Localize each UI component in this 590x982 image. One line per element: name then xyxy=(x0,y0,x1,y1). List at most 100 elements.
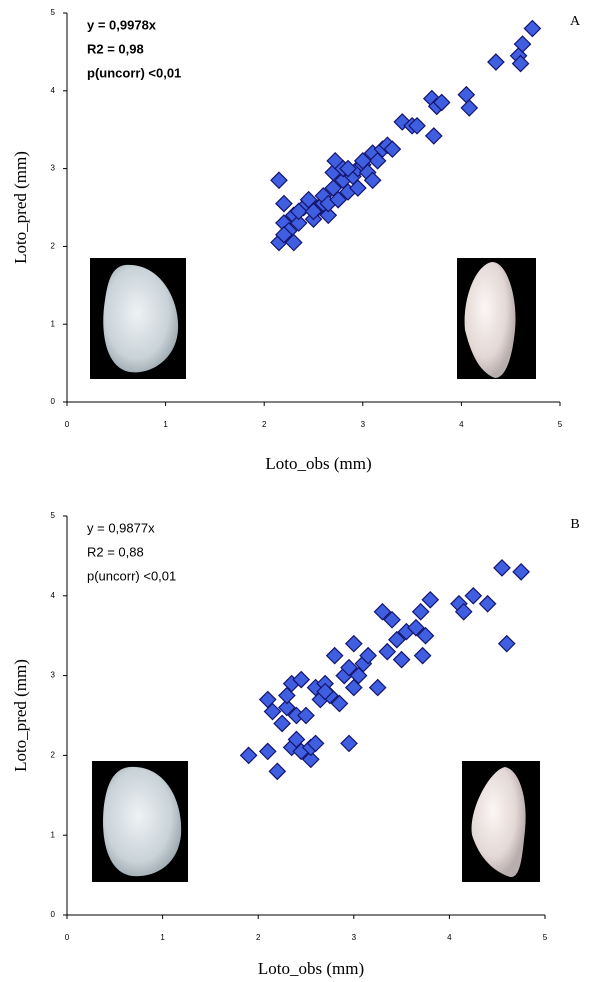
point xyxy=(411,602,430,621)
point xyxy=(329,190,347,209)
point xyxy=(373,602,392,621)
seed-shape xyxy=(103,264,179,373)
y-tick-label: 1 xyxy=(51,319,56,328)
point xyxy=(344,634,363,653)
y-tick-label: 2 xyxy=(51,751,56,760)
annotation: R2 = 0,98 xyxy=(87,41,144,56)
point xyxy=(270,171,288,190)
point xyxy=(383,140,402,158)
point xyxy=(325,646,344,665)
point xyxy=(392,650,411,669)
y-axis-label: Loto_pred (mm) xyxy=(11,659,30,772)
annotation: p(uncorr) <0,01 xyxy=(87,568,176,583)
point xyxy=(424,127,443,145)
y-axis-label: Loto_pred (mm) xyxy=(11,151,30,264)
point xyxy=(319,206,338,225)
point xyxy=(340,658,358,677)
point xyxy=(512,563,530,581)
x-axis-label: Loto_obs (mm) xyxy=(265,454,371,473)
point xyxy=(258,742,277,761)
point xyxy=(413,646,432,665)
point xyxy=(513,35,532,53)
x-tick-label: 4 xyxy=(459,420,464,429)
point xyxy=(359,646,377,665)
point xyxy=(268,762,287,781)
point xyxy=(487,53,505,71)
point xyxy=(263,702,282,721)
point xyxy=(239,746,258,765)
x-tick-label: 1 xyxy=(163,420,168,429)
seed-images xyxy=(90,258,540,882)
y-tick-label: 0 xyxy=(51,910,56,919)
x-tick-label: 2 xyxy=(256,933,261,942)
y-tick-label: 2 xyxy=(51,242,56,251)
point xyxy=(289,214,308,232)
point xyxy=(464,586,483,605)
point xyxy=(457,85,476,104)
x-axis-label: Loto_obs (mm) xyxy=(258,959,364,978)
point xyxy=(304,202,323,221)
point xyxy=(523,19,542,38)
point xyxy=(383,610,401,629)
point xyxy=(273,714,291,733)
point xyxy=(306,734,325,753)
x-tick-label: 1 xyxy=(160,933,165,942)
point xyxy=(378,642,397,661)
point xyxy=(349,179,367,197)
point xyxy=(416,626,435,645)
annotation: R2 = 0,88 xyxy=(87,544,144,559)
x-tick-label: 0 xyxy=(65,933,70,942)
point xyxy=(432,93,451,112)
x-tick-label: 5 xyxy=(558,420,563,429)
point xyxy=(454,602,473,621)
y-tick-label: 1 xyxy=(51,830,56,839)
point xyxy=(387,630,406,649)
point xyxy=(275,225,293,244)
point xyxy=(275,194,293,213)
x-tick-label: 3 xyxy=(352,933,357,942)
annotation: p(uncorr) <0,01 xyxy=(87,65,181,80)
point xyxy=(421,590,440,609)
point xyxy=(339,159,357,178)
point xyxy=(316,682,334,701)
point xyxy=(301,750,320,769)
x-tick-label: 4 xyxy=(447,933,452,942)
annotation: y = 0,9978x xyxy=(87,17,157,32)
y-tick-label: 4 xyxy=(51,591,56,600)
y-tick-label: 4 xyxy=(51,86,56,95)
x-tick-label: 0 xyxy=(65,420,70,429)
y-tick-label: 5 xyxy=(51,8,56,17)
point xyxy=(297,706,315,725)
point xyxy=(368,678,387,697)
point xyxy=(493,559,511,577)
point xyxy=(353,151,372,170)
point xyxy=(408,116,426,135)
point xyxy=(292,670,311,689)
panel-label: B xyxy=(570,517,579,532)
point xyxy=(478,594,497,613)
x-tick-label: 2 xyxy=(262,420,267,429)
point xyxy=(511,54,530,73)
y-tick-label: 0 xyxy=(51,397,56,406)
point xyxy=(278,698,296,717)
point xyxy=(363,171,382,190)
seed-shape xyxy=(471,767,526,878)
y-tick-label: 3 xyxy=(51,164,56,173)
panel-label: A xyxy=(570,14,581,29)
y-tick-label: 3 xyxy=(51,671,56,680)
seed-shape xyxy=(464,262,516,378)
point xyxy=(340,734,358,753)
point xyxy=(284,233,303,252)
point xyxy=(497,634,516,653)
x-tick-label: 3 xyxy=(361,420,366,429)
x-tick-label: 5 xyxy=(543,933,548,942)
point xyxy=(407,618,425,637)
y-tick-label: 5 xyxy=(51,511,56,520)
seed-shape xyxy=(103,766,182,877)
point xyxy=(460,99,479,117)
point xyxy=(330,694,349,713)
point xyxy=(289,202,308,221)
point xyxy=(278,686,296,705)
annotation: y = 0,9877x xyxy=(87,520,155,535)
